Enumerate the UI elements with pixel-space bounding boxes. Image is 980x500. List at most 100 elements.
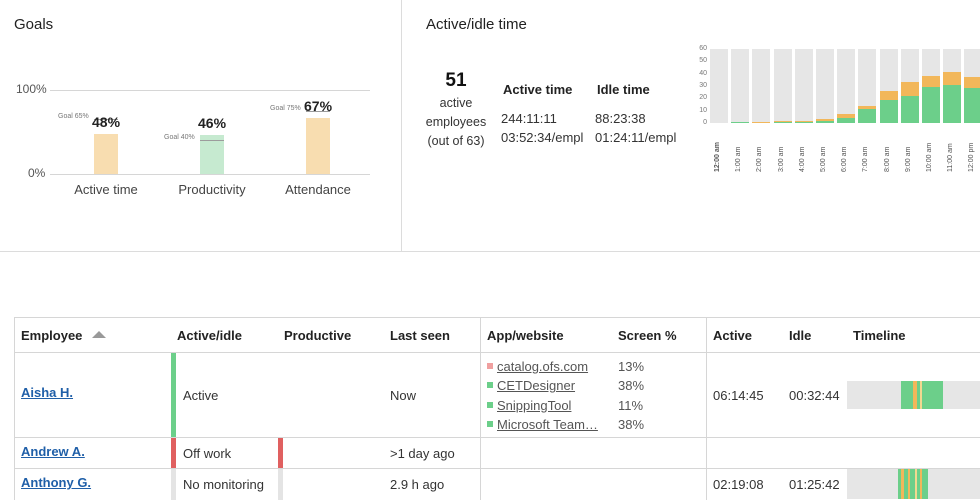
timeline-segment-idle — [920, 381, 922, 409]
panel-divider-horizontal — [0, 251, 980, 252]
timeline-segment-idle — [908, 469, 910, 499]
active-employee-caption-3: (out of 63) — [427, 134, 485, 148]
col-header-idle[interactable]: Idle — [789, 328, 812, 343]
app-screen-pct: 13% — [618, 359, 645, 374]
hourly-x-tick: 11:00 am — [947, 143, 955, 172]
hourly-column-bg — [731, 49, 750, 123]
app-category-swatch — [487, 401, 493, 408]
productive-indicator — [278, 469, 283, 500]
last-seen-value: 2.9 h ago — [390, 477, 445, 492]
timeline-segment-active — [910, 469, 915, 499]
goals-y-axis-min: 0% — [28, 166, 46, 180]
app-list-item: catalog.ofs.com — [487, 359, 588, 374]
goals-gridline-100 — [50, 90, 370, 91]
hourly-idle-bar — [943, 72, 962, 85]
goal-marker-label: Goal 75% — [270, 105, 301, 112]
col-header-active-idle[interactable]: Active/idle — [177, 328, 243, 343]
hourly-y-tick: 40 — [699, 69, 707, 77]
hourly-x-tick: 8:00 am — [883, 146, 891, 172]
hourly-x-tick: 12:00 pm — [968, 142, 976, 172]
app-list-item: Microsoft Team… — [487, 417, 598, 432]
hourly-column-bg — [773, 49, 792, 123]
hourly-active-bar — [858, 109, 877, 123]
hourly-x-tick: 1:00 am — [735, 146, 743, 172]
timeline-segment-active — [898, 469, 901, 499]
hourly-idle-bar — [964, 77, 980, 89]
app-link[interactable]: catalog.ofs.com — [497, 359, 589, 374]
goals-title: Goals — [14, 16, 54, 33]
hourly-x-tick: 7:00 am — [862, 146, 870, 172]
app-list-item: SnippingTool — [487, 398, 571, 413]
goals-category-label: Attendance — [285, 182, 351, 197]
hourly-idle-bar — [773, 120, 792, 122]
hourly-idle-bar — [794, 120, 813, 122]
hourly-column-bg — [837, 49, 856, 123]
timeline-segment-active — [904, 469, 908, 499]
no-monitoring-state-indicator — [171, 469, 176, 500]
hourly-column-bg — [752, 49, 771, 123]
activity-timeline — [847, 381, 980, 409]
goal-marker-label: Goal 65% — [58, 113, 89, 121]
panel-divider-vertical — [401, 0, 402, 251]
hourly-x-tick: 10:00 am — [926, 142, 933, 172]
goals-y-axis-max: 100% — [16, 82, 47, 96]
active-time-per-employee: 03:52:34/empl — [501, 130, 584, 145]
timeline-segment-idle — [901, 469, 904, 499]
hourly-x-tick: 9:00 am — [904, 146, 912, 172]
timeline-segment-idle — [920, 469, 922, 499]
hourly-active-bar — [773, 121, 792, 123]
goals-category-label: Productivity — [178, 182, 246, 197]
col-header-last-seen[interactable]: Last seen — [390, 328, 450, 343]
timeline-segment-active — [922, 381, 943, 409]
goals-bar-value-label: 67% — [304, 97, 333, 114]
hourly-x-tick: 3:00 am — [777, 146, 785, 172]
app-link[interactable]: CETDesigner — [497, 378, 576, 394]
hourly-x-tick: 5:00 am — [820, 146, 827, 172]
hourly-column-bg — [794, 49, 813, 123]
timeline-segment-idle — [915, 469, 917, 499]
hourly-column-bg — [858, 49, 877, 123]
col-header-productive[interactable]: Productive — [284, 328, 352, 343]
goals-bar-value-label: 48% — [92, 113, 121, 130]
idle-duration: 01:25:42 — [789, 477, 840, 492]
app-link[interactable]: SnippingTool — [497, 397, 572, 413]
hourly-x-tick: 2:00 am — [756, 146, 764, 172]
employee-link-aisha[interactable]: Aisha H. — [21, 385, 74, 400]
app-link[interactable]: Microsoft Team… — [497, 416, 598, 432]
last-seen-value: Now — [390, 388, 417, 403]
table-col-divider — [706, 317, 707, 500]
goal-marker-line — [200, 140, 224, 142]
employee-link-andrew[interactable]: Andrew A. — [21, 444, 85, 459]
timeline-segment-idle — [913, 381, 917, 409]
hourly-x-tick: 12:00 am — [714, 142, 721, 172]
hourly-idle-bar — [879, 90, 898, 100]
employee-link-anthony[interactable]: Anthony G. — [21, 475, 92, 490]
app-category-swatch — [487, 420, 493, 427]
hourly-idle-bar — [858, 105, 877, 110]
active-idle-title: Active/idle time — [426, 16, 527, 33]
hourly-y-tick: 30 — [699, 82, 707, 89]
col-header-active[interactable]: Active — [713, 328, 753, 343]
goal-marker-label: Goal 40% — [164, 134, 195, 142]
idle-duration: 00:32:44 — [789, 388, 840, 403]
goals-bar — [306, 117, 330, 174]
col-header-employee[interactable]: Employee — [21, 328, 107, 343]
productive-indicator — [278, 438, 283, 468]
goals-gridline-0 — [50, 174, 370, 175]
hourly-y-tick: 0 — [703, 119, 707, 126]
table-row-divider — [14, 468, 980, 469]
active-employee-caption-1: active — [439, 96, 473, 110]
hourly-column-bg — [710, 49, 728, 123]
col-header-app-website[interactable]: App/website — [487, 328, 564, 343]
hourly-x-tick: 6:00 am — [841, 146, 849, 172]
app-screen-pct: 11% — [618, 397, 644, 413]
table-row-divider — [14, 437, 980, 438]
hourly-idle-bar — [816, 119, 834, 121]
col-header-screen-pct[interactable]: Screen % — [618, 328, 677, 343]
hourly-active-bar — [816, 120, 834, 123]
idle-time-per-employee: 01:24:11/empl — [595, 130, 677, 145]
hourly-active-bar — [922, 87, 940, 123]
active-employee-caption-2: employees — [425, 115, 487, 129]
active-state-indicator — [171, 353, 176, 437]
hourly-active-bar — [900, 95, 919, 123]
